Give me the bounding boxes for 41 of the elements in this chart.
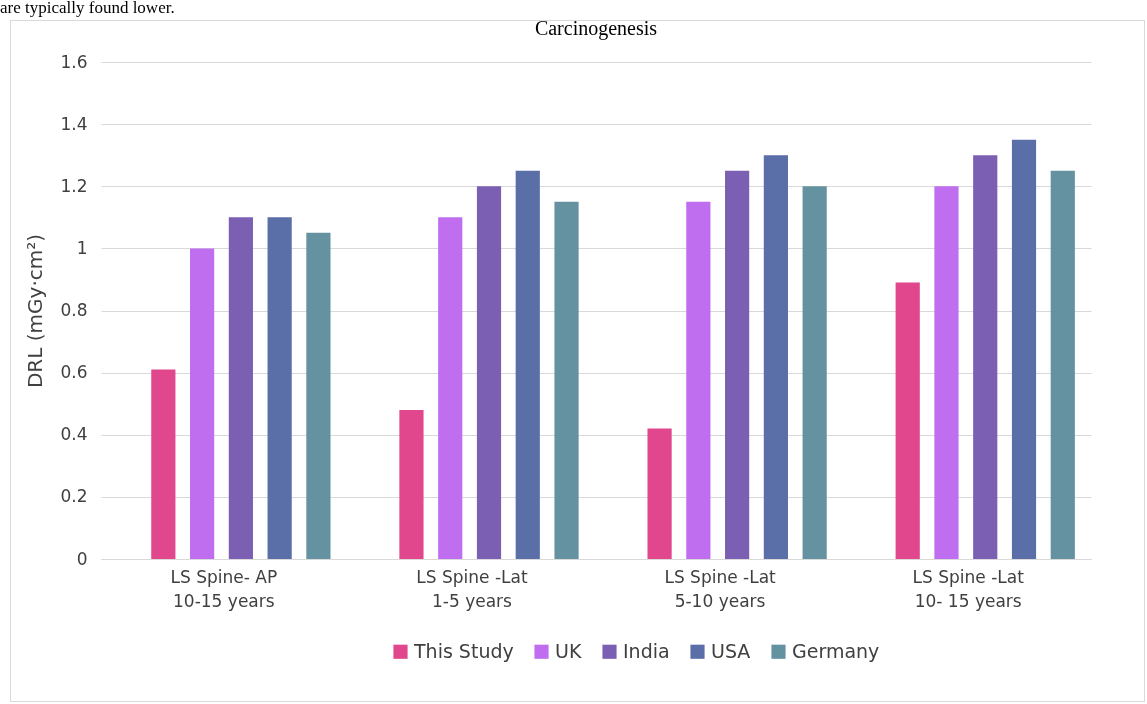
legend-label: This Study — [413, 639, 514, 662]
y-tick-label: 0.6 — [60, 362, 88, 383]
bar — [554, 201, 579, 559]
bar — [647, 428, 672, 559]
bar — [438, 217, 463, 559]
bar — [725, 170, 750, 559]
bar — [763, 155, 788, 559]
x-tick-label: LS Spine -Lat 1-5 years — [416, 566, 528, 611]
bar — [399, 409, 424, 559]
bar — [1011, 139, 1037, 559]
bar — [515, 170, 540, 559]
bar — [151, 369, 176, 559]
bar — [895, 282, 920, 559]
x-tick-label: LS Spine -Lat 5-10 years — [664, 566, 777, 611]
bar — [934, 186, 959, 559]
legend-label: Germany — [792, 639, 880, 662]
y-tick-label: 1.4 — [60, 113, 88, 134]
y-tick-label: 0.8 — [60, 300, 88, 320]
y-tick-label: 0.4 — [60, 424, 88, 445]
legend-label: India — [623, 639, 670, 662]
bar — [1050, 170, 1075, 559]
bar — [267, 217, 292, 559]
legend-label: USA — [711, 639, 751, 662]
y-tick-label: 0 — [76, 548, 88, 569]
x-tick-label: LS Spine- AP 10-15 years — [170, 566, 278, 611]
bar — [686, 201, 711, 559]
bar — [973, 155, 998, 559]
text: are typically found lower. — [0, 0, 175, 18]
legend-label: UK — [555, 639, 582, 662]
bar — [228, 217, 253, 559]
bar — [306, 232, 331, 559]
y-tick-label: 1.6 — [60, 51, 88, 72]
bar — [190, 248, 215, 559]
chart-title: Carcinogenesis — [534, 17, 658, 40]
x-tick-label: LS Spine -Lat 10- 15 years — [912, 566, 1025, 611]
bar — [476, 186, 502, 559]
bar — [802, 186, 827, 559]
y-axis-title: DRL (mGy·cm²) — [23, 233, 48, 389]
y-tick-label: 1 — [76, 237, 88, 258]
y-tick-label: 0.2 — [60, 486, 88, 507]
y-tick-label: 1.2 — [60, 175, 88, 196]
